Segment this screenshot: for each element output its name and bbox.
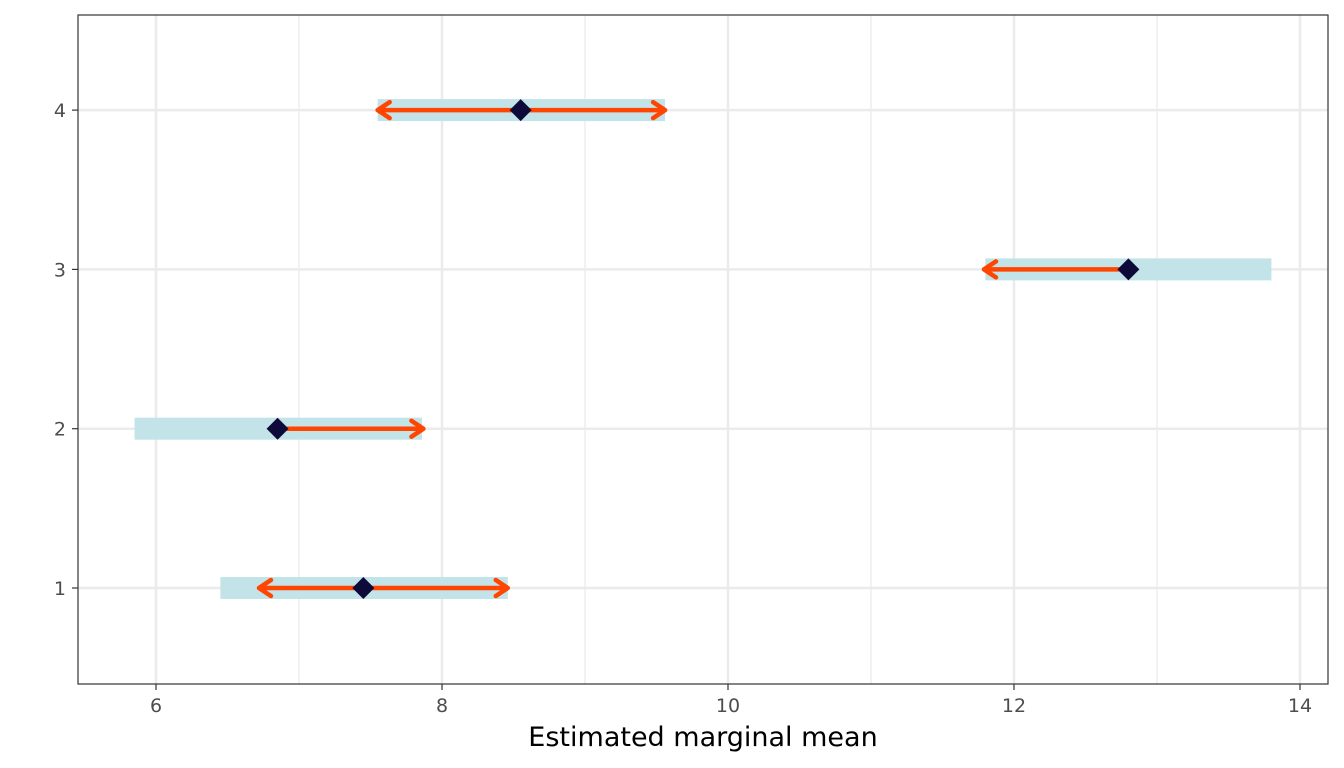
marks xyxy=(134,99,1272,599)
y-tick-label: 2 xyxy=(54,419,66,441)
grid xyxy=(78,15,1328,684)
arrow-head xyxy=(981,259,999,280)
x-axis-label: Estimated marginal mean xyxy=(528,722,877,753)
arrow-head xyxy=(650,99,668,121)
emmean-point xyxy=(266,417,289,440)
emmean-point xyxy=(352,577,375,599)
emmean-point xyxy=(509,99,532,122)
y-tick-label: 1 xyxy=(54,578,66,600)
arrow-head xyxy=(409,418,426,439)
x-tick-label: 8 xyxy=(436,695,448,717)
x-tick-label: 6 xyxy=(150,695,162,717)
arrow-head xyxy=(256,577,274,599)
panel-background xyxy=(78,15,1328,684)
x-tick-label: 10 xyxy=(716,695,740,717)
arrow-head xyxy=(493,577,511,599)
arrow-head xyxy=(375,99,392,121)
y-tick-label: 3 xyxy=(54,259,66,281)
panel-border xyxy=(77,14,1329,685)
emmean-point xyxy=(1117,258,1140,281)
x-tick-label: 14 xyxy=(1288,695,1312,717)
x-tick-label: 12 xyxy=(1002,695,1026,717)
y-tick-label: 4 xyxy=(54,100,66,122)
